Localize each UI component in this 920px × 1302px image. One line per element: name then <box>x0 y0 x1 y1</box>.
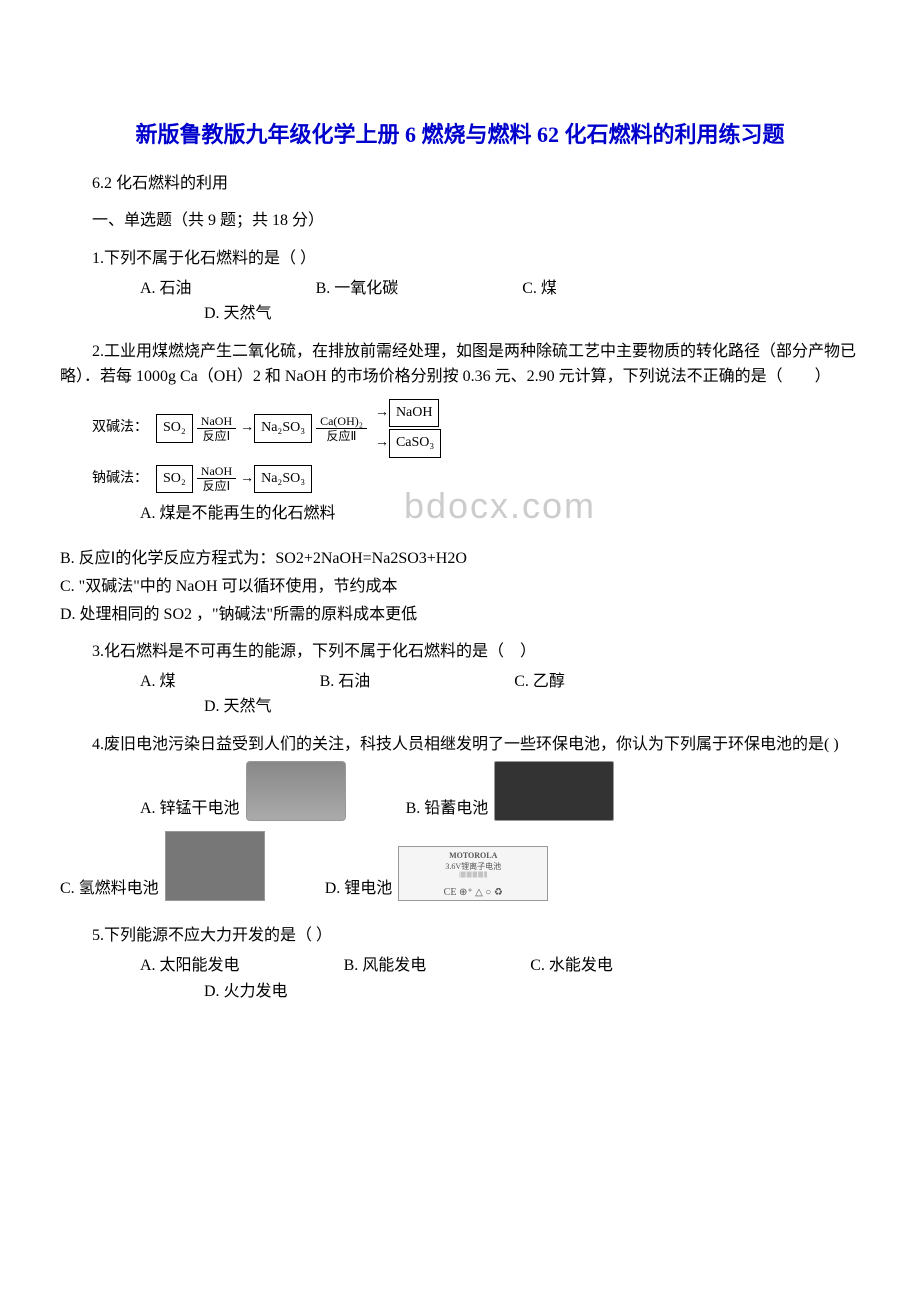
q4-option-d: D. 锂电池 <box>325 876 393 902</box>
q1-option-a: A. 石油 <box>140 276 192 302</box>
split-outputs: →NaOH →CaSO₃ <box>375 398 441 459</box>
r1-top: NaOH <box>197 415 236 429</box>
r1-bottom: 反应Ⅰ <box>199 429 235 442</box>
q4-option-b: B. 铅蓄电池 <box>406 796 489 822</box>
diagram-row-2: 钠碱法： SO₂ NaOH 反应Ⅰ → Na₂SO₃ <box>92 465 860 493</box>
q1-stem: 1.下列不属于化石燃料的是（ ） <box>60 246 860 272</box>
question-5: 5.下列能源不应大力开发的是（ ） A. 太阳能发电 B. 风能发电 C. 水能… <box>60 923 860 1004</box>
q2-diagram: 双碱法： SO₂ NaOH 反应Ⅰ → Na₂SO₃ Ca(OH)₂ 反应Ⅱ →… <box>92 398 860 493</box>
motorola-sub: 3.6V锂离子电池 <box>399 862 547 872</box>
arrow-r2: Ca(OH)₂ 反应Ⅱ <box>316 415 367 442</box>
q5-option-d: D. 火力发电 <box>204 983 288 1000</box>
method2-label: 钠碱法： <box>92 468 148 490</box>
q4-stem: 4.废旧电池污染日益受到人们的关注，科技人员相继发明了一些环保电池，你认为下列属… <box>60 732 860 758</box>
motorola-label: MOTOROLA <box>399 851 547 861</box>
q5-option-a: A. 太阳能发电 <box>140 953 240 979</box>
arrow-r1: NaOH 反应Ⅰ <box>197 415 236 442</box>
arrow-icon: → <box>375 432 389 454</box>
question-4: 4.废旧电池污染日益受到人们的关注，科技人员相继发明了一些环保电池，你认为下列属… <box>60 732 860 912</box>
q4-option-a-wrap: A. 锌锰干电池 <box>140 761 346 821</box>
r2-top: Ca(OH)₂ <box>316 415 367 429</box>
document-title: 新版鲁教版九年级化学上册 6 燃烧与燃料 62 化石燃料的利用练习题 <box>60 120 860 151</box>
battery-image-4: MOTOROLA 3.6V锂离子电池 |||||||||||||||||||||… <box>398 846 548 901</box>
q5-option-c: C. 水能发电 <box>530 953 613 979</box>
battery-image-2 <box>494 761 614 821</box>
question-2: 2.工业用煤燃烧产生二氧化硫，在排放前需经处理，如图是两种除硫工艺中主要物质的转… <box>60 339 860 627</box>
q4-option-c-wrap: C. 氢燃料电池 <box>60 831 265 901</box>
q2-option-c: C. "双碱法"中的 NaOH 可以循环使用，节约成本 <box>60 574 860 600</box>
q1-option-c: C. 煤 <box>522 276 557 302</box>
q4-option-c: C. 氢燃料电池 <box>60 876 159 902</box>
box-na2so3-b: Na₂SO₃ <box>254 465 312 493</box>
question-3: 3.化石燃料是不可再生的能源，下列不属于化石燃料的是（ ） A. 煤 B. 石油… <box>60 639 860 720</box>
section-header: 一、单选题（共 9 题；共 18 分） <box>60 208 860 234</box>
question-1: 1.下列不属于化石燃料的是（ ） A. 石油 B. 一氧化碳 C. 煤 D. 天… <box>60 246 860 327</box>
ce-line: CE ⊕⁺ △ ○ ♻ <box>399 886 547 899</box>
q3-option-d: D. 天然气 <box>204 698 272 715</box>
q2-stem: 2.工业用煤燃烧产生二氧化硫，在排放前需经处理，如图是两种除硫工艺中主要物质的转… <box>60 339 860 390</box>
box-so2: SO₂ <box>156 414 193 442</box>
q4-option-a: A. 锌锰干电池 <box>140 796 240 822</box>
q4-option-d-wrap: D. 锂电池 MOTOROLA 3.6V锂离子电池 ||||||||||||||… <box>325 831 549 901</box>
method1-label: 双碱法： <box>92 417 148 439</box>
arrow-icon: → <box>240 468 254 490</box>
box-na2so3: Na₂SO₃ <box>254 414 312 442</box>
r1b-top: NaOH <box>197 465 236 479</box>
diagram-row-1: 双碱法： SO₂ NaOH 反应Ⅰ → Na₂SO₃ Ca(OH)₂ 反应Ⅱ →… <box>92 398 860 459</box>
battery-image-1 <box>246 761 346 821</box>
box-naoh: NaOH <box>389 399 440 427</box>
q3-option-b: B. 石油 <box>320 669 371 695</box>
r2-bottom: 反应Ⅱ <box>323 429 361 442</box>
q2-option-a: A. 煤是不能再生的化石燃料 <box>140 501 860 527</box>
battery-image-3 <box>165 831 265 901</box>
arrow-r1b: NaOH 反应Ⅰ <box>197 465 236 492</box>
q1-option-b: B. 一氧化碳 <box>316 276 399 302</box>
q5-stem: 5.下列能源不应大力开发的是（ ） <box>60 923 860 949</box>
q5-option-b: B. 风能发电 <box>344 953 427 979</box>
box-so2-b: SO₂ <box>156 465 193 493</box>
q2-option-d: D. 处理相同的 SO2 ，"钠碱法"所需的原料成本更低 <box>60 602 860 628</box>
q3-option-c: C. 乙醇 <box>514 669 565 695</box>
arrow-icon: → <box>240 417 254 439</box>
r1b-bottom: 反应Ⅰ <box>199 479 235 492</box>
box-caso3: CaSO₃ <box>389 429 441 457</box>
q3-stem: 3.化石燃料是不可再生的能源，下列不属于化石燃料的是（ ） <box>60 639 860 665</box>
q4-option-b-wrap: B. 铅蓄电池 <box>406 761 615 821</box>
q2-option-b: B. 反应Ⅰ的化学反应方程式为：SO2+2NaOH=Na2SO3+H2O <box>60 546 860 572</box>
q3-option-a: A. 煤 <box>140 669 176 695</box>
arrow-icon: → <box>375 402 389 424</box>
subtitle: 6.2 化石燃料的利用 <box>60 171 860 197</box>
q1-option-d: D. 天然气 <box>204 305 272 322</box>
